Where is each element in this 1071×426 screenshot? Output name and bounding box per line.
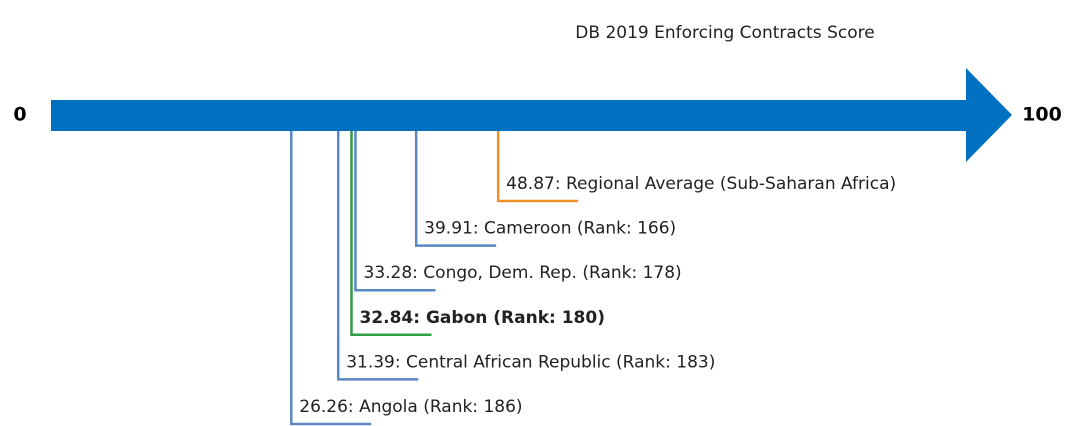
chart-title: DB 2019 Enforcing Contracts Score xyxy=(575,23,874,43)
marker-line xyxy=(354,131,436,292)
axis-arrowhead xyxy=(966,68,1012,162)
marker-label: 48.87: Regional Average (Sub-Saharan Afr… xyxy=(506,174,896,194)
marker-label: 31.39: Central African Republic (Rank: 1… xyxy=(346,352,715,372)
marker-line xyxy=(336,131,419,381)
marker-label: 26.26: Angola (Rank: 186) xyxy=(299,397,522,417)
marker-line xyxy=(290,131,372,426)
axis-start-label: 0 xyxy=(13,104,26,126)
marker-line xyxy=(350,131,432,337)
marker-label: 39.91: Cameroon (Rank: 166) xyxy=(424,219,676,239)
marker-line xyxy=(496,131,579,203)
axis-bar xyxy=(51,100,966,131)
marker-label: 32.84: Gabon (Rank: 180) xyxy=(359,308,604,328)
marker-label: 33.28: Congo, Dem. Rep. (Rank: 178) xyxy=(364,263,682,283)
axis-end-label: 100 xyxy=(1022,104,1062,126)
marker-line xyxy=(414,131,497,247)
